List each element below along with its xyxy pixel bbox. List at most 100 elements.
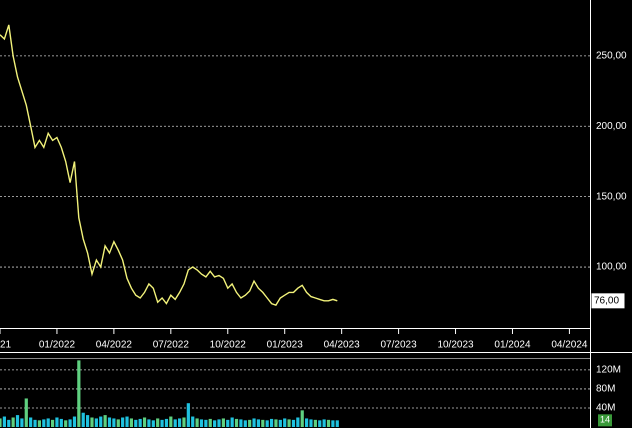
volume-bar	[252, 418, 256, 427]
volume-bar	[261, 419, 265, 427]
volume-bar	[46, 418, 50, 427]
volume-bar	[287, 419, 291, 427]
volume-bar	[112, 418, 116, 427]
volume-bar	[2, 416, 6, 427]
volume-bar	[72, 416, 77, 427]
volume-bar	[169, 416, 173, 427]
x-tick-label: 04/2024	[551, 340, 588, 351]
volume-bar	[42, 419, 46, 427]
volume-bar	[243, 420, 247, 427]
price-line	[0, 24, 338, 306]
volume-bar	[142, 417, 147, 427]
volume-bar	[239, 419, 243, 427]
volume-bar	[151, 420, 155, 427]
volume-bar	[256, 419, 261, 427]
volume-bar	[147, 419, 151, 427]
volume-bar	[121, 417, 125, 427]
volume-bar	[221, 418, 225, 427]
y-tick-label: 80M	[596, 384, 615, 395]
volume-bar	[305, 418, 309, 427]
volume-bar	[195, 418, 199, 427]
y-tick-label: 250,00	[596, 51, 627, 62]
last-volume-box	[598, 414, 612, 427]
volume-bar	[125, 416, 129, 427]
volume-bar	[20, 418, 24, 427]
volume-bar	[230, 417, 234, 427]
volume-bar	[318, 420, 322, 427]
volume-bar	[138, 418, 142, 427]
volume-bar	[191, 416, 195, 427]
volume-bar	[29, 417, 33, 427]
volume-bar	[182, 417, 186, 427]
volume-bar	[300, 410, 304, 427]
volume-bar	[86, 415, 90, 427]
volume-bar	[248, 419, 252, 427]
volume-bar	[173, 419, 177, 427]
volume-bar	[64, 420, 68, 427]
volume-bar	[99, 416, 103, 427]
volume-bar	[283, 418, 287, 427]
volume-bar	[90, 417, 94, 427]
volume-bar	[204, 419, 208, 427]
volume-bar	[116, 419, 120, 427]
y-tick-label: 40M	[596, 403, 615, 414]
volume-bar	[160, 419, 164, 427]
volume-bar	[7, 419, 11, 427]
x-tick-label: 10/2023	[437, 340, 474, 351]
y-tick-label: 100,00	[596, 262, 627, 273]
x-tick-label: 10/2022	[210, 340, 247, 351]
x-tick-label: 07/2023	[381, 340, 418, 351]
x-tick-label: 07/2022	[153, 340, 190, 351]
volume-bar	[269, 418, 274, 427]
last-value-box	[591, 293, 625, 309]
y-tick-label: 200,00	[596, 121, 627, 132]
x-tick-label: 01/2024	[494, 340, 531, 351]
volume-bar	[24, 398, 28, 427]
volume-bar	[322, 419, 326, 427]
volume-bar	[37, 420, 42, 427]
volume-bar	[156, 418, 160, 427]
last-value-label: 76,00	[594, 295, 619, 306]
x-tick-label: 2021	[0, 340, 12, 351]
volume-bar	[129, 418, 134, 427]
volume-bar	[217, 419, 221, 427]
volume-bar	[81, 412, 85, 427]
y-tick-label: 150,00	[596, 191, 627, 202]
volume-bar	[68, 419, 72, 427]
volume-bar	[226, 419, 230, 427]
volume-bar	[33, 419, 37, 427]
volume-bar	[0, 418, 2, 427]
volume-bar	[186, 403, 190, 427]
volume-bar	[77, 360, 81, 427]
volume-bar	[50, 419, 55, 427]
volume-bar	[213, 420, 217, 427]
volume-bar	[291, 419, 296, 427]
x-tick-label: 01/2022	[39, 340, 76, 351]
volume-bar	[326, 419, 331, 427]
volume-bar	[107, 417, 112, 427]
volume-bar	[313, 419, 317, 427]
volume-bar	[11, 417, 15, 427]
volume-bar	[199, 419, 204, 427]
volume-bar	[278, 419, 282, 427]
volume-bar	[177, 418, 182, 427]
volume-bar	[335, 420, 339, 427]
volume-bar	[164, 418, 169, 427]
x-tick-label: 01/2023	[267, 340, 304, 351]
volume-bar	[59, 418, 63, 427]
x-tick-label: 04/2022	[96, 340, 133, 351]
volume-bar	[274, 419, 278, 427]
last-volume-label: 14	[600, 415, 610, 425]
volume-bar	[331, 420, 335, 427]
volume-bar	[55, 417, 59, 427]
volume-bar	[309, 419, 313, 427]
volume-bar	[296, 417, 300, 427]
x-tick-label: 04/2023	[324, 340, 361, 351]
volume-bar	[134, 419, 138, 427]
volume-bar	[265, 420, 269, 427]
volume-bar	[94, 418, 98, 427]
y-tick-label: 120M	[596, 365, 621, 376]
volume-bar	[15, 415, 20, 427]
